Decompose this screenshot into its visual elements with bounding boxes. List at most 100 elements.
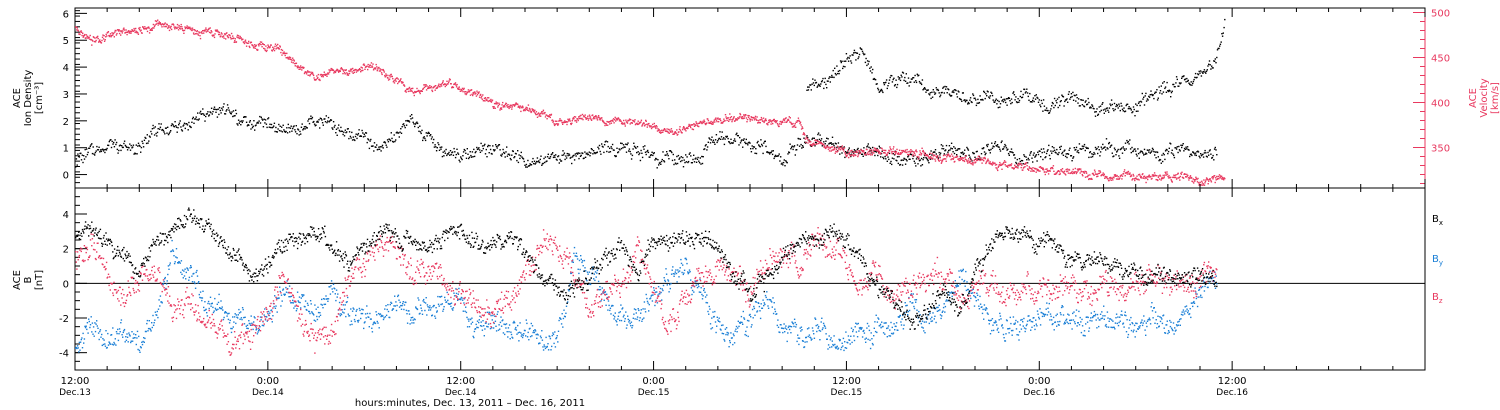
velocity-series-point xyxy=(327,73,330,75)
velocity-series-point xyxy=(549,114,551,116)
density-series-a-point xyxy=(709,138,711,140)
density-series-a-point xyxy=(1177,151,1179,154)
velocity-series-point xyxy=(520,110,522,113)
by-series-point xyxy=(172,250,175,252)
density-series-b-point xyxy=(923,87,926,89)
velocity-series-point xyxy=(1151,174,1154,176)
density-series-a-point xyxy=(651,151,653,153)
density-series-a-point xyxy=(268,126,270,128)
velocity-series-point xyxy=(753,119,756,121)
velocity-series-point xyxy=(172,23,174,25)
velocity-series-point xyxy=(216,29,218,31)
velocity-series-point xyxy=(877,149,879,151)
velocity-series-point xyxy=(669,130,671,133)
density-series-a-point xyxy=(657,159,659,161)
density-series-b-point xyxy=(967,101,970,104)
density-series-a-point xyxy=(692,158,694,161)
density-series-b-point xyxy=(1009,100,1011,102)
by-series-point xyxy=(143,337,145,339)
by-series-point xyxy=(313,319,315,321)
velocity-series-point xyxy=(1084,176,1087,178)
density-series-a-point xyxy=(1066,156,1068,159)
velocity-series-point xyxy=(934,158,936,160)
density-series-a-point xyxy=(1110,145,1112,147)
density-series-a-point xyxy=(847,149,850,151)
velocity-series-point xyxy=(503,105,505,107)
density-series-a-point xyxy=(551,153,553,155)
density-series-a-point xyxy=(249,120,251,122)
density-series-b-point xyxy=(1208,60,1211,62)
velocity-series-point xyxy=(220,32,223,34)
density-series-b-point xyxy=(991,94,994,97)
density-series-a-point xyxy=(204,120,206,122)
density-series-b-point xyxy=(956,93,958,95)
density-series-b-point xyxy=(1093,108,1095,110)
by-series-point xyxy=(335,299,337,302)
velocity-series-point xyxy=(1088,178,1090,180)
velocity-series-point xyxy=(998,164,1000,166)
velocity-series-point xyxy=(1216,175,1218,178)
velocity-series-point xyxy=(1095,173,1097,176)
density-series-a-point xyxy=(566,152,568,155)
by-series-point xyxy=(147,327,150,330)
density-series-b-point xyxy=(1014,99,1016,101)
density-series-a-point xyxy=(269,123,271,125)
density-series-a-point xyxy=(669,150,671,152)
density-series-a-point xyxy=(291,130,293,132)
by-series-point xyxy=(182,277,184,279)
density-series-b-point xyxy=(1176,78,1178,81)
velocity-series-point xyxy=(927,156,930,158)
density-series-a-point xyxy=(526,166,528,168)
density-series-b-point xyxy=(1185,81,1187,83)
velocity-series-point xyxy=(77,29,79,31)
velocity-series-point xyxy=(478,91,480,93)
velocity-series-point xyxy=(328,71,331,73)
density-series-a-point xyxy=(964,149,966,151)
velocity-series-point xyxy=(1210,181,1213,183)
density-series-a-point xyxy=(119,144,121,146)
density-series-a-point xyxy=(177,127,179,129)
velocity-series-point xyxy=(148,32,151,34)
by-series-point xyxy=(347,296,349,299)
density-series-a-point xyxy=(646,150,648,153)
by-series-point xyxy=(234,313,236,315)
velocity-series-point xyxy=(1134,179,1136,182)
density-series-a-point xyxy=(1147,149,1149,151)
density-series-a-point xyxy=(627,142,629,144)
by-series-point xyxy=(117,339,120,342)
density-series-a-point xyxy=(469,151,471,153)
velocity-series-point xyxy=(337,69,339,71)
by-series-point xyxy=(424,302,427,304)
density-series-a-point xyxy=(1104,146,1106,148)
by-series-point xyxy=(225,312,228,314)
density-series-a-point xyxy=(170,130,172,132)
density-series-a-point xyxy=(1080,148,1083,150)
density-series-b-point xyxy=(1197,73,1199,75)
density-series-a-point xyxy=(1210,153,1212,155)
velocity-series-point xyxy=(708,122,711,124)
velocity-series-point xyxy=(611,119,614,121)
by-series-point xyxy=(428,309,430,311)
velocity-series-point xyxy=(452,86,455,89)
velocity-series-point xyxy=(904,150,906,153)
velocity-series-point xyxy=(967,160,969,162)
velocity-series-point xyxy=(769,119,771,121)
density-series-a-point xyxy=(311,116,314,119)
by-series-point xyxy=(325,295,327,297)
velocity-series-point xyxy=(1186,173,1188,176)
density-series-a-point xyxy=(538,161,541,164)
by-series-point xyxy=(213,310,215,312)
density-series-a-point xyxy=(1113,155,1115,157)
density-series-a-point xyxy=(265,123,268,125)
density-series-a-point xyxy=(487,144,490,147)
velocity-series-point xyxy=(180,28,182,30)
velocity-series-point xyxy=(397,78,399,80)
velocity-series-point xyxy=(230,32,233,35)
velocity-series-point xyxy=(614,116,616,119)
velocity-series-point xyxy=(1065,168,1067,171)
velocity-series-point xyxy=(1047,173,1050,175)
velocity-series-point xyxy=(1050,168,1052,170)
by-series-point xyxy=(77,347,79,349)
density-series-b-point xyxy=(1050,108,1052,110)
density-series-b-point xyxy=(1030,101,1032,103)
